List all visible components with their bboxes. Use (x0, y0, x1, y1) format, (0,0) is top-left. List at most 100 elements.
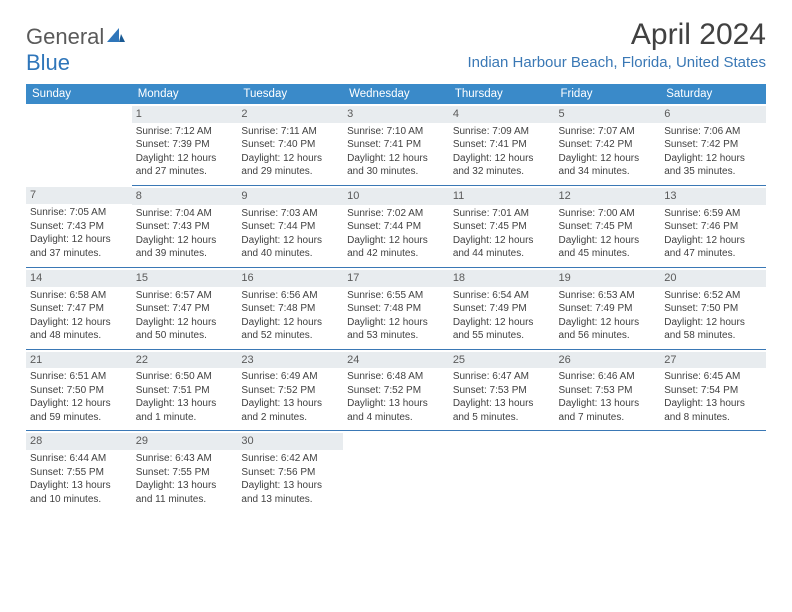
cell-detail-line: Sunset: 7:45 PM (453, 220, 551, 234)
calendar-cell: 11Sunrise: 7:01 AMSunset: 7:45 PMDayligh… (449, 185, 555, 267)
cell-detail-line: Sunrise: 6:50 AM (136, 370, 234, 384)
cell-detail-line: Sunset: 7:42 PM (559, 138, 657, 152)
calendar-cell: 20Sunrise: 6:52 AMSunset: 7:50 PMDayligh… (660, 267, 766, 349)
day-number: 30 (237, 433, 343, 450)
cell-detail-line: and 56 minutes. (559, 329, 657, 343)
cell-detail-line: Sunrise: 6:54 AM (453, 289, 551, 303)
day-number: 14 (26, 270, 132, 287)
cell-detail-line: Sunset: 7:44 PM (241, 220, 339, 234)
cell-detail-line: Sunset: 7:50 PM (664, 302, 762, 316)
logo: GeneralBlue (26, 24, 126, 76)
cell-detail-line: Sunset: 7:49 PM (453, 302, 551, 316)
cell-detail-line: Sunset: 7:55 PM (30, 466, 128, 480)
cell-detail-line: Daylight: 13 hours (241, 397, 339, 411)
calendar-cell: 21Sunrise: 6:51 AMSunset: 7:50 PMDayligh… (26, 349, 132, 431)
cell-detail-line: Daylight: 12 hours (241, 316, 339, 330)
day-number: 16 (237, 270, 343, 287)
cell-detail-line: Sunset: 7:49 PM (559, 302, 657, 316)
cell-detail-line: Sunset: 7:46 PM (664, 220, 762, 234)
calendar-cell: 29Sunrise: 6:43 AMSunset: 7:55 PMDayligh… (132, 431, 238, 512)
cell-detail-line: Daylight: 13 hours (347, 397, 445, 411)
cell-detail-line: Daylight: 12 hours (347, 152, 445, 166)
cell-detail-line: Daylight: 12 hours (30, 397, 128, 411)
calendar-cell: 22Sunrise: 6:50 AMSunset: 7:51 PMDayligh… (132, 349, 238, 431)
day-number (660, 433, 766, 435)
cell-detail-line: and 59 minutes. (30, 411, 128, 425)
cell-detail-line: Daylight: 12 hours (30, 316, 128, 330)
cell-detail-line: Sunset: 7:48 PM (347, 302, 445, 316)
calendar-cell: 8Sunrise: 7:04 AMSunset: 7:43 PMDaylight… (132, 185, 238, 267)
cell-detail-line: and 50 minutes. (136, 329, 234, 343)
day-number: 5 (555, 106, 661, 123)
cell-detail-line: Daylight: 12 hours (136, 152, 234, 166)
cell-detail-line: and 1 minute. (136, 411, 234, 425)
cell-detail-line: Sunset: 7:55 PM (136, 466, 234, 480)
logo-text-general: General (26, 24, 104, 49)
calendar-cell: 4Sunrise: 7:09 AMSunset: 7:41 PMDaylight… (449, 104, 555, 185)
day-number: 20 (660, 270, 766, 287)
cell-detail-line: Sunset: 7:48 PM (241, 302, 339, 316)
cell-detail-line: Sunrise: 7:11 AM (241, 125, 339, 139)
cell-detail-line: Sunrise: 7:02 AM (347, 207, 445, 221)
calendar-cell: 28Sunrise: 6:44 AMSunset: 7:55 PMDayligh… (26, 431, 132, 512)
cell-detail-line: and 34 minutes. (559, 165, 657, 179)
cell-detail-line: Daylight: 12 hours (136, 316, 234, 330)
cell-detail-line: Sunset: 7:47 PM (136, 302, 234, 316)
day-header: Wednesday (343, 84, 449, 104)
cell-detail-line: and 4 minutes. (347, 411, 445, 425)
cell-detail-line: and 37 minutes. (30, 247, 128, 261)
cell-detail-line: Sunset: 7:40 PM (241, 138, 339, 152)
cell-detail-line: and 47 minutes. (664, 247, 762, 261)
day-number (343, 433, 449, 435)
calendar-cell: 25Sunrise: 6:47 AMSunset: 7:53 PMDayligh… (449, 349, 555, 431)
day-number (449, 433, 555, 435)
logo-sail-icon (106, 24, 126, 49)
calendar-cell: 24Sunrise: 6:48 AMSunset: 7:52 PMDayligh… (343, 349, 449, 431)
cell-detail-line: Sunrise: 7:06 AM (664, 125, 762, 139)
cell-detail-line: and 55 minutes. (453, 329, 551, 343)
day-header: Sunday (26, 84, 132, 104)
cell-detail-line: Sunset: 7:52 PM (241, 384, 339, 398)
calendar-week-row: 1Sunrise: 7:12 AMSunset: 7:39 PMDaylight… (26, 104, 766, 185)
calendar-cell (555, 431, 661, 512)
calendar-cell: 17Sunrise: 6:55 AMSunset: 7:48 PMDayligh… (343, 267, 449, 349)
cell-detail-line: Sunrise: 6:53 AM (559, 289, 657, 303)
calendar-week-row: 21Sunrise: 6:51 AMSunset: 7:50 PMDayligh… (26, 349, 766, 431)
day-number: 18 (449, 270, 555, 287)
cell-detail-line: Daylight: 13 hours (241, 479, 339, 493)
cell-detail-line: Sunset: 7:45 PM (559, 220, 657, 234)
cell-detail-line: Daylight: 12 hours (664, 152, 762, 166)
cell-detail-line: Daylight: 12 hours (559, 234, 657, 248)
cell-detail-line: Sunset: 7:44 PM (347, 220, 445, 234)
cell-detail-line: Sunrise: 6:45 AM (664, 370, 762, 384)
cell-detail-line: Sunrise: 6:48 AM (347, 370, 445, 384)
logo-text-blue: Blue (26, 50, 70, 75)
cell-detail-line: Sunset: 7:42 PM (664, 138, 762, 152)
cell-detail-line: Sunrise: 6:47 AM (453, 370, 551, 384)
calendar-head: SundayMondayTuesdayWednesdayThursdayFrid… (26, 84, 766, 104)
calendar-cell: 30Sunrise: 6:42 AMSunset: 7:56 PMDayligh… (237, 431, 343, 512)
day-number: 29 (132, 433, 238, 450)
day-header-row: SundayMondayTuesdayWednesdayThursdayFrid… (26, 84, 766, 104)
calendar-week-row: 7Sunrise: 7:05 AMSunset: 7:43 PMDaylight… (26, 185, 766, 267)
month-title: April 2024 (468, 18, 767, 52)
cell-detail-line: Sunrise: 6:56 AM (241, 289, 339, 303)
cell-detail-line: Sunrise: 7:07 AM (559, 125, 657, 139)
day-number: 8 (132, 188, 238, 205)
calendar-cell: 15Sunrise: 6:57 AMSunset: 7:47 PMDayligh… (132, 267, 238, 349)
day-number: 3 (343, 106, 449, 123)
day-number: 6 (660, 106, 766, 123)
day-header: Thursday (449, 84, 555, 104)
cell-detail-line: and 10 minutes. (30, 493, 128, 507)
cell-detail-line: Sunrise: 6:49 AM (241, 370, 339, 384)
title-block: April 2024 Indian Harbour Beach, Florida… (468, 18, 767, 71)
calendar-cell (343, 431, 449, 512)
cell-detail-line: and 13 minutes. (241, 493, 339, 507)
cell-detail-line: Sunset: 7:43 PM (30, 220, 128, 234)
cell-detail-line: Sunset: 7:43 PM (136, 220, 234, 234)
cell-detail-line: Sunset: 7:53 PM (453, 384, 551, 398)
cell-detail-line: Daylight: 13 hours (453, 397, 551, 411)
cell-detail-line: and 5 minutes. (453, 411, 551, 425)
calendar-cell: 18Sunrise: 6:54 AMSunset: 7:49 PMDayligh… (449, 267, 555, 349)
day-number: 19 (555, 270, 661, 287)
